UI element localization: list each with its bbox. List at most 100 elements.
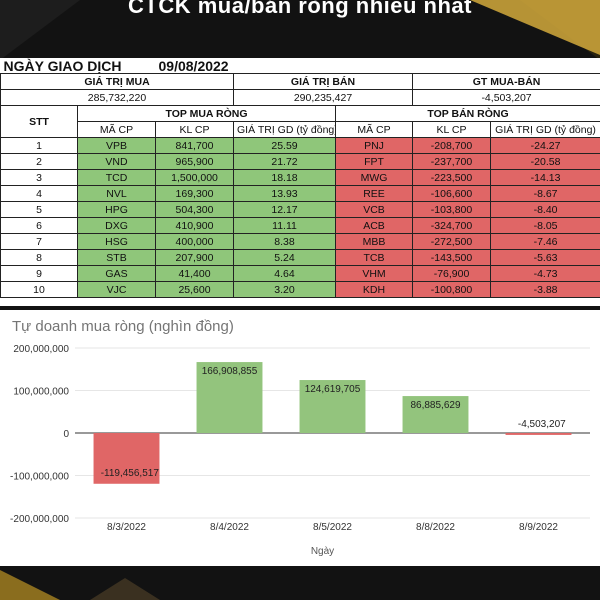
bar-value-label: 86,885,629	[410, 400, 460, 411]
bar-8/4/2022	[196, 362, 263, 433]
sell-volume: -237,700	[412, 153, 492, 170]
table-row: 6 DXG 410,900 11.11 ACB -324,700 -8.05	[0, 217, 600, 234]
bar-8/8/2022	[402, 396, 469, 433]
y-tick-label: -200,000,000	[10, 514, 69, 525]
sell-trade-value: -20.58	[490, 153, 600, 170]
bar-value-label: -119,456,517	[101, 468, 160, 479]
table-row: 1 VPB 841,700 25.59 PNJ -208,700 -24.27	[0, 137, 600, 154]
sell-code: VHM	[335, 265, 414, 282]
buy-volume: 25,600	[155, 281, 235, 298]
x-tick-label: 8/9/2022	[519, 522, 558, 533]
row-stt: 6	[0, 217, 78, 234]
sell-volume: -100,800	[412, 281, 492, 298]
table-row: 4 NVL 169,300 13.93 REE -106,600 -8.67	[0, 185, 600, 202]
row-stt: 2	[0, 153, 78, 170]
trading-sheet: NGÀY GIAO DỊCH 09/08/2022 GIÁ TRỊ MUA GI…	[0, 58, 600, 306]
sell-trade-value: -14.13	[490, 169, 600, 186]
date-label: NGÀY GIAO DỊCH	[0, 58, 156, 74]
buy-volume: 41,400	[155, 265, 235, 282]
buy-trade-value: 21.72	[233, 153, 337, 170]
sell-code: MBB	[335, 233, 414, 250]
y-tick-label: 100,000,000	[13, 387, 69, 398]
row-stt: 7	[0, 233, 78, 250]
y-tick-label: -100,000,000	[10, 472, 69, 483]
row-stt: 4	[0, 185, 78, 202]
buy-volume: 1,500,000	[155, 169, 235, 186]
sell-value: 290,235,427	[233, 89, 414, 106]
buy-vol-header: KL CP	[155, 121, 235, 138]
sell-volume: -103,800	[412, 201, 492, 218]
sell-volume: -106,600	[412, 185, 492, 202]
bar-8/3/2022	[93, 433, 160, 484]
net-buying-bar-chart: Tự doanh mua ròng (nghìn đồng) 200,000,00…	[10, 318, 590, 557]
buy-trade-value: 18.18	[233, 169, 337, 186]
sell-code: PNJ	[335, 137, 414, 154]
bar-value-label: 124,619,705	[305, 384, 361, 395]
row-stt: 9	[0, 265, 78, 282]
table-row: 10 VJC 25,600 3.20 KDH -100,800 -3.88	[0, 281, 600, 298]
sell-value-header: GIÁ TRỊ GD (tỷ đồng)	[490, 121, 600, 138]
sell-volume: -324,700	[412, 217, 492, 234]
sell-code: VCB	[335, 201, 414, 218]
sell-volume: -208,700	[412, 137, 492, 154]
sell-code: TCB	[335, 249, 414, 266]
sell-trade-value: -3.88	[490, 281, 600, 298]
sell-volume: -143,500	[412, 249, 492, 266]
buy-value: 285,732,220	[0, 89, 235, 106]
buy-code: DXG	[76, 217, 157, 234]
chart-title: Tự doanh mua ròng (nghìn đồng)	[12, 318, 234, 335]
buy-volume: 169,300	[155, 185, 235, 202]
buy-code: VJC	[76, 281, 157, 298]
y-tick-label: 200,000,000	[13, 344, 69, 355]
buy-code: TCD	[76, 169, 157, 186]
buy-value-label: GIÁ TRỊ MUA	[0, 73, 235, 90]
buy-code-header: MÃ CP	[76, 121, 157, 138]
sell-trade-value: -7.46	[490, 233, 600, 250]
row-stt: 8	[0, 249, 78, 266]
buy-trade-value: 5.24	[233, 249, 337, 266]
x-tick-label: 8/4/2022	[210, 522, 249, 533]
bar-8/9/2022	[505, 433, 572, 435]
summary-table: NGÀY GIAO DỊCH 09/08/2022 GIÁ TRỊ MUA GI…	[0, 58, 600, 298]
top-buy-header: TOP MUA RÒNG	[76, 105, 337, 122]
y-tick-label: 0	[63, 429, 69, 440]
table-row: 8 STB 207,900 5.24 TCB -143,500 -5.63	[0, 249, 600, 266]
buy-trade-value: 8.38	[233, 233, 337, 250]
banner-title: CTCK mua/bán ròng nhiều nhất	[128, 0, 472, 18]
table-row: 3 TCD 1,500,000 18.18 MWG -223,500 -14.1…	[0, 169, 600, 186]
bar-value-label: -4,503,207	[518, 419, 566, 430]
buy-volume: 400,000	[155, 233, 235, 250]
sell-code: ACB	[335, 217, 414, 234]
sell-trade-value: -5.63	[490, 249, 600, 266]
chart-panel: Tự doanh mua ròng (nghìn đồng) 200,000,00…	[0, 310, 600, 566]
buy-trade-value: 11.11	[233, 217, 337, 234]
net-value: -4,503,207	[412, 89, 600, 106]
row-stt: 5	[0, 201, 78, 218]
sell-trade-value: -24.27	[490, 137, 600, 154]
sell-volume: -223,500	[412, 169, 492, 186]
table-row: 7 HSG 400,000 8.38 MBB -272,500 -7.46	[0, 233, 600, 250]
sell-trade-value: -8.40	[490, 201, 600, 218]
buy-trade-value: 12.17	[233, 201, 337, 218]
stt-header: STT	[0, 105, 78, 138]
row-stt: 1	[0, 137, 78, 154]
top-sell-header: TOP BÁN RÒNG	[335, 105, 600, 122]
x-tick-label: 8/5/2022	[313, 522, 352, 533]
buy-value-header: GIÁ TRỊ GD (tỷ đồng)	[233, 121, 337, 138]
x-tick-label: 8/3/2022	[107, 522, 146, 533]
date-value: 09/08/2022	[155, 58, 600, 74]
sell-code: FPT	[335, 153, 414, 170]
buy-code: HPG	[76, 201, 157, 218]
buy-code: VPB	[76, 137, 157, 154]
sell-trade-value: -8.05	[490, 217, 600, 234]
buy-volume: 965,900	[155, 153, 235, 170]
sell-code: MWG	[335, 169, 414, 186]
bar-value-label: 166,908,855	[202, 366, 258, 377]
buy-trade-value: 13.93	[233, 185, 337, 202]
buy-trade-value: 25.59	[233, 137, 337, 154]
sell-trade-value: -8.67	[490, 185, 600, 202]
x-tick-label: 8/8/2022	[416, 522, 455, 533]
buy-code: NVL	[76, 185, 157, 202]
buy-volume: 410,900	[155, 217, 235, 234]
buy-volume: 207,900	[155, 249, 235, 266]
